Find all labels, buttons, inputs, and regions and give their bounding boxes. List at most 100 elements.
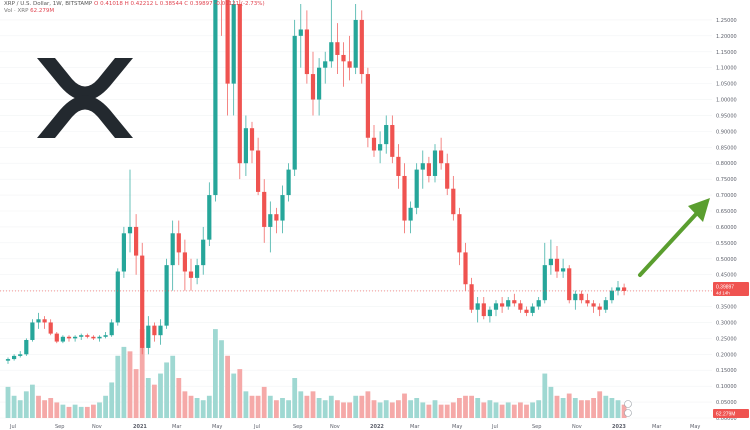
candle-body [451,188,456,215]
candle-body [262,191,267,227]
volume-bar [231,373,237,418]
candle [469,277,474,313]
volume-bar [579,400,584,418]
candle-body [231,4,236,84]
candle [170,220,175,291]
price-tick-label: 0.15000 [716,368,737,374]
volume-bars [5,329,627,418]
price-tick-label: 0.05000 [716,400,737,406]
volume-bar [481,402,487,418]
volume-bar [72,404,78,418]
candle [493,300,499,317]
price-tick-label: 0.25000 [716,336,737,342]
volume-bar [78,406,84,418]
candle [24,338,29,356]
volume-bar [493,402,499,418]
candle-body [408,207,413,221]
price-tick-label: 0.10000 [716,384,737,390]
volume-badge [713,409,749,418]
eye-icon[interactable] [624,400,632,408]
candle-body [506,300,511,307]
candle-body [439,150,444,164]
time-tick-label: Mar [652,424,662,430]
candle [341,42,346,87]
time-tick-label: Mar [172,424,182,430]
candle [396,144,401,189]
price-axis[interactable]: 1.25000 1.20000 1.15000 1.10000 1.05000 1.000… [712,0,750,430]
candle-body [12,355,17,360]
volume-bar [304,395,310,418]
volume-bar [280,398,285,418]
volume-bar [560,398,566,418]
candle-body [91,336,96,339]
candle-body [542,265,547,301]
candle-body [518,303,523,310]
volume-bar [11,395,17,418]
price-tick-label: 0.30000 [716,320,737,326]
candle [567,265,572,304]
ohlc-change: -0.01121 (-2.73%) [214,1,265,7]
candle-body [420,163,425,170]
price-tick-label: 0.85000 [716,145,737,151]
volume-bar [286,400,291,418]
volume-bar [66,406,72,418]
candle [66,335,72,342]
candle [414,163,419,215]
volume-bar [188,395,194,418]
price-tick-label: 0.90000 [716,129,737,135]
volume-bar [206,395,212,418]
volume-header[interactable]: Vol · XRP 62.279M [4,8,54,14]
settings-icon[interactable] [624,409,632,417]
time-axis-bg [0,420,712,430]
candle [280,185,285,234]
candle [426,156,431,183]
volume-bar [591,398,596,418]
candle [451,175,456,221]
volume-bar [615,400,621,418]
candle [158,319,163,345]
candle-body [378,144,383,151]
candle [591,300,596,313]
candle [60,335,65,344]
candlesticks [5,0,627,364]
candle [97,335,102,342]
volume-label[interactable]: Vol · XRP [4,8,29,14]
candle-body [134,226,139,256]
volume-bar [566,393,572,418]
volume-bar [219,340,224,418]
candle [317,58,322,116]
volume-bar [347,402,352,418]
candle-body [5,359,11,361]
candle [12,354,17,361]
volume-bar [572,398,578,418]
volume-bar [310,391,316,418]
volume-bar [585,400,590,418]
candle-body [243,128,248,164]
candle [585,293,590,307]
volume-bar [365,391,371,418]
volume-bar [97,402,102,418]
price-axis-bg [712,0,750,430]
candle-body [365,74,370,138]
volume-bar [457,398,462,418]
volume-bar [84,406,90,418]
candle-body [225,0,230,84]
time-axis[interactable]: Jul Sep Nov 2021 Mar May Jul Sep Nov 2022 Mar May Ju… [0,420,712,430]
volume-bar [524,404,529,418]
candle [121,226,126,278]
volume-bar [554,395,560,418]
candle-body [591,303,596,307]
candle-body [530,306,535,313]
candle-body [579,293,584,301]
symbol-title[interactable]: XRP / U.S. Dollar, 1W, BITSTAMP [4,1,93,7]
volume-bar [316,398,322,418]
candle [371,125,377,157]
time-tick-label: May [212,424,222,430]
symbol-header[interactable]: XRP / U.S. Dollar, 1W, BITSTAMP O 0.4101… [4,1,265,7]
candle [573,290,578,310]
volume-bar [444,404,450,418]
candle-body [256,150,261,192]
time-tick-label: Jul [253,424,260,430]
